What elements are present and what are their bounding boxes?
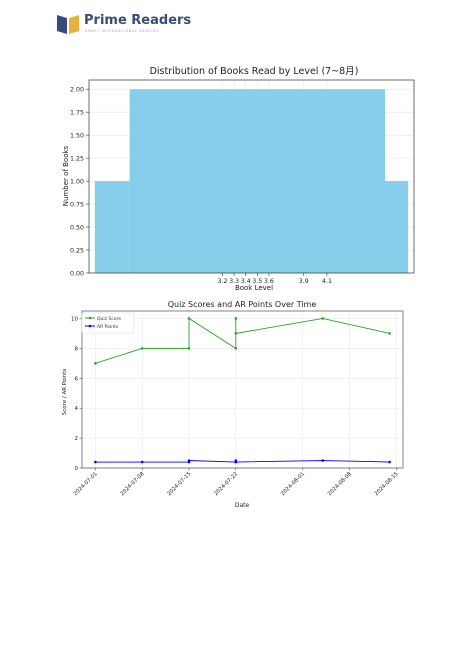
- brand-name: Prime Readers: [84, 13, 192, 28]
- chart1-bars: [94, 89, 409, 273]
- logo-right-page: [69, 15, 79, 34]
- quiz-score-point: [94, 362, 97, 365]
- quiz-score-point: [187, 347, 191, 350]
- chart2-grid: [82, 311, 403, 469]
- quiz-score-line: [95, 317, 390, 364]
- x-tick-label: 4.1: [322, 278, 332, 285]
- brand-header: Prime Readers SMART INTERNATIONAL READIN…: [56, 12, 256, 38]
- chart1-title: Distribution of Books Read by Level (7~8…: [150, 66, 359, 77]
- x-tick-label: 3.6: [264, 278, 274, 285]
- chart2-title: Quiz Scores and AR Points Over Time: [168, 300, 317, 309]
- chart2-legend: Quiz Score AR Points: [81, 312, 135, 334]
- chart2-axes: [81, 310, 404, 469]
- ar-points-point: [187, 459, 191, 462]
- quiz-score-point: [234, 347, 238, 350]
- y-tick-label: 0: [75, 466, 79, 472]
- x-tick-label: 3.3: [229, 278, 239, 285]
- y-tick-label: 4: [75, 406, 79, 412]
- y-tick-label: 1.50: [70, 132, 84, 139]
- y-tick-label: 1.75: [70, 109, 84, 116]
- chart2-y-label: Score / AR Points: [62, 369, 68, 416]
- ar-points-point: [94, 460, 97, 464]
- chart1-y-ticks: 0.00 0.25 0.50 0.75 1.00 1.25 1.50 1.75 2.00: [70, 86, 89, 277]
- y-tick-label: 2.00: [70, 86, 84, 93]
- chart1-frame: [88, 79, 415, 274]
- chart2-series: [94, 317, 391, 464]
- brand-tagline: SMART INTERNATIONAL READING: [85, 29, 160, 33]
- legend-box: [81, 312, 135, 334]
- ar-points-point: [140, 460, 144, 464]
- x-tick-label: 2024-08-01: [280, 471, 306, 497]
- y-tick-label: 6: [75, 376, 79, 382]
- y-tick-label: 2: [75, 436, 79, 442]
- histogram-bar: [94, 181, 130, 273]
- chart1-y-label: Number of Books: [62, 145, 70, 206]
- quiz-score-point: [140, 347, 144, 350]
- chart1-axes: [88, 79, 415, 274]
- x-tick-label: 2024-08-15: [374, 471, 400, 497]
- quiz-score-point: [388, 332, 391, 335]
- ar-points-point: [321, 459, 325, 462]
- y-tick-label: 1.00: [70, 178, 84, 185]
- y-tick-label: 0.75: [70, 201, 84, 208]
- y-tick-label: 0.50: [70, 224, 84, 231]
- y-tick-label: 8: [75, 346, 79, 352]
- y-tick-label: 0.25: [70, 247, 84, 254]
- quiz-score-point: [187, 317, 191, 320]
- y-tick-label: 0.00: [70, 270, 84, 277]
- y-tick-label: 1.25: [70, 155, 84, 162]
- quiz-score-point: [234, 317, 238, 320]
- x-tick-label: 2024-08-08: [327, 471, 353, 497]
- x-tick-label: 3.5: [252, 278, 262, 285]
- x-tick-label: 3.4: [241, 278, 251, 285]
- chart2-y-ticks: 0 2 4 6 8 10: [71, 316, 82, 472]
- histogram-bar: [129, 89, 385, 273]
- x-tick-label: 2024-07-15: [166, 471, 192, 497]
- y-tick-label: 10: [71, 316, 78, 322]
- chart2-x-ticks: 2024-07-01 2024-07-08 2024-07-15 2024-07-22…: [73, 468, 400, 497]
- ar-points-line: [95, 460, 390, 463]
- chart1-x-ticks: 3.2 3.3 3.4 3.5 3.6 3.9 4.1: [217, 273, 332, 285]
- legend-marker-ar: [88, 324, 92, 328]
- x-tick-label: 2024-07-22: [213, 471, 239, 497]
- legend-label-quiz: Quiz Score: [97, 316, 121, 322]
- logo-left-page: [57, 15, 67, 34]
- chart1-x-label: Book Level: [235, 284, 273, 292]
- quiz-score-point: [234, 332, 238, 335]
- quiz-score-point: [321, 317, 325, 320]
- x-tick-label: 3.2: [217, 278, 227, 285]
- chart2-frame: [81, 310, 404, 469]
- x-tick-label: 2024-07-01: [73, 471, 99, 497]
- ar-points-point: [388, 460, 391, 464]
- histogram-bar: [384, 181, 409, 273]
- x-tick-label: 3.9: [299, 278, 309, 285]
- legend-label-ar: AR Points: [97, 324, 119, 330]
- book-logo-icon: [57, 15, 79, 34]
- ar-points-point: [234, 460, 238, 464]
- books-by-level-chart: 0.00 0.25 0.50 0.75 1.00 1.25 1.50 1.75 2.00 3.2…: [62, 66, 415, 292]
- x-tick-label: 2024-07-08: [120, 471, 146, 497]
- chart2-x-label: Date: [235, 502, 250, 509]
- legend-marker-quiz: [88, 316, 92, 320]
